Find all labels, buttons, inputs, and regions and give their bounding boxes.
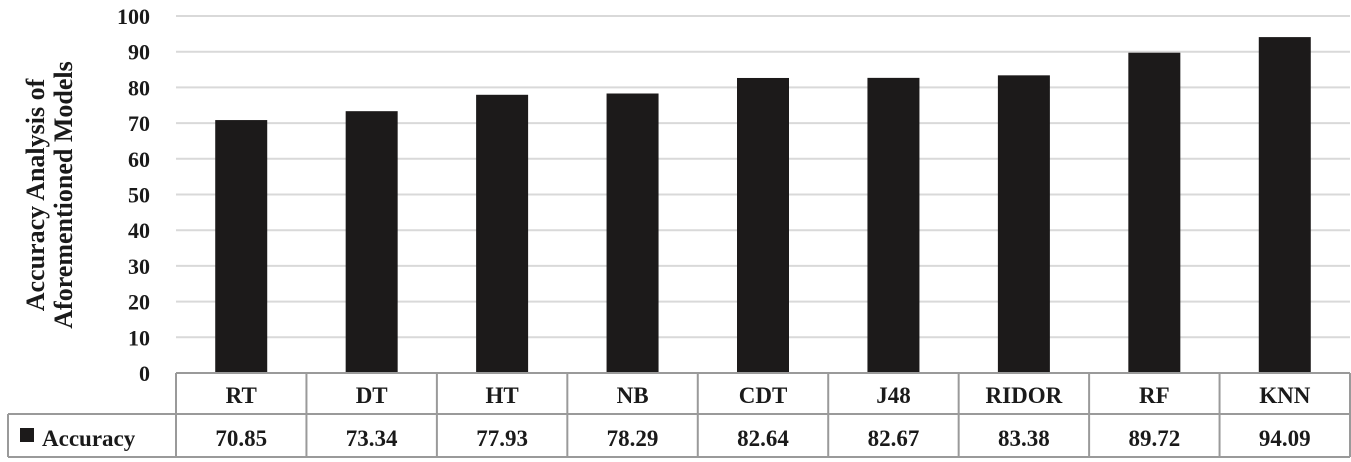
data-label: 94.09: [1259, 426, 1311, 451]
legend-label: Accuracy: [42, 426, 136, 451]
bar-j48: [867, 77, 920, 373]
category-label: DT: [356, 383, 388, 408]
y-tick-label: 0: [139, 361, 150, 386]
y-axis-label-line-2: Aforementioned Models: [49, 61, 78, 328]
data-label: 82.64: [737, 426, 789, 451]
data-label: 77.93: [476, 426, 528, 451]
data-label: 73.34: [346, 426, 398, 451]
bar-knn: [1258, 37, 1311, 374]
category-label: HT: [485, 383, 518, 408]
bar-nb: [606, 93, 659, 373]
bar-rt: [215, 120, 268, 374]
y-tick-label: 70: [128, 111, 150, 136]
data-label: 70.85: [215, 426, 267, 451]
bars: [215, 37, 1311, 374]
category-label: RF: [1139, 383, 1170, 408]
y-axis-ticks: 0 10 20 30 40 50 60 70 80 90 100: [117, 4, 150, 386]
y-tick-label: 10: [128, 325, 150, 350]
category-label: RT: [226, 383, 257, 408]
legend-swatch: [20, 428, 34, 442]
bar-ht: [476, 94, 529, 373]
data-label: 83.38: [998, 426, 1050, 451]
category-label: RIDOR: [986, 383, 1063, 408]
y-tick-label: 60: [128, 147, 150, 172]
y-tick-label: 40: [128, 218, 150, 243]
bar-rf: [1128, 52, 1181, 374]
data-table: RT 70.85 DT 73.34 HT 77.93 NB 78.29 CDT 82.64 J48 8…: [7, 372, 1351, 458]
y-tick-label: 30: [128, 254, 150, 279]
data-label: 78.29: [607, 426, 659, 451]
y-tick-label: 80: [128, 75, 150, 100]
y-tick-label: 90: [128, 40, 150, 65]
category-label: KNN: [1259, 383, 1311, 408]
category-label: CDT: [739, 383, 788, 408]
data-label: 89.72: [1128, 426, 1180, 451]
category-label: NB: [617, 383, 649, 408]
bar-cdt: [737, 77, 789, 374]
y-tick-label: 20: [128, 290, 150, 315]
bar-ridor: [997, 75, 1050, 373]
bar-dt: [345, 111, 398, 373]
data-label: 82.67: [868, 426, 920, 451]
category-label: J48: [876, 383, 911, 408]
y-axis-label: Accuracy Analysis of Aforementioned Mode…: [21, 61, 78, 328]
y-axis-label-line-1: Accuracy Analysis of: [21, 78, 50, 311]
y-tick-label: 50: [128, 183, 150, 208]
y-tick-label: 100: [117, 4, 150, 29]
